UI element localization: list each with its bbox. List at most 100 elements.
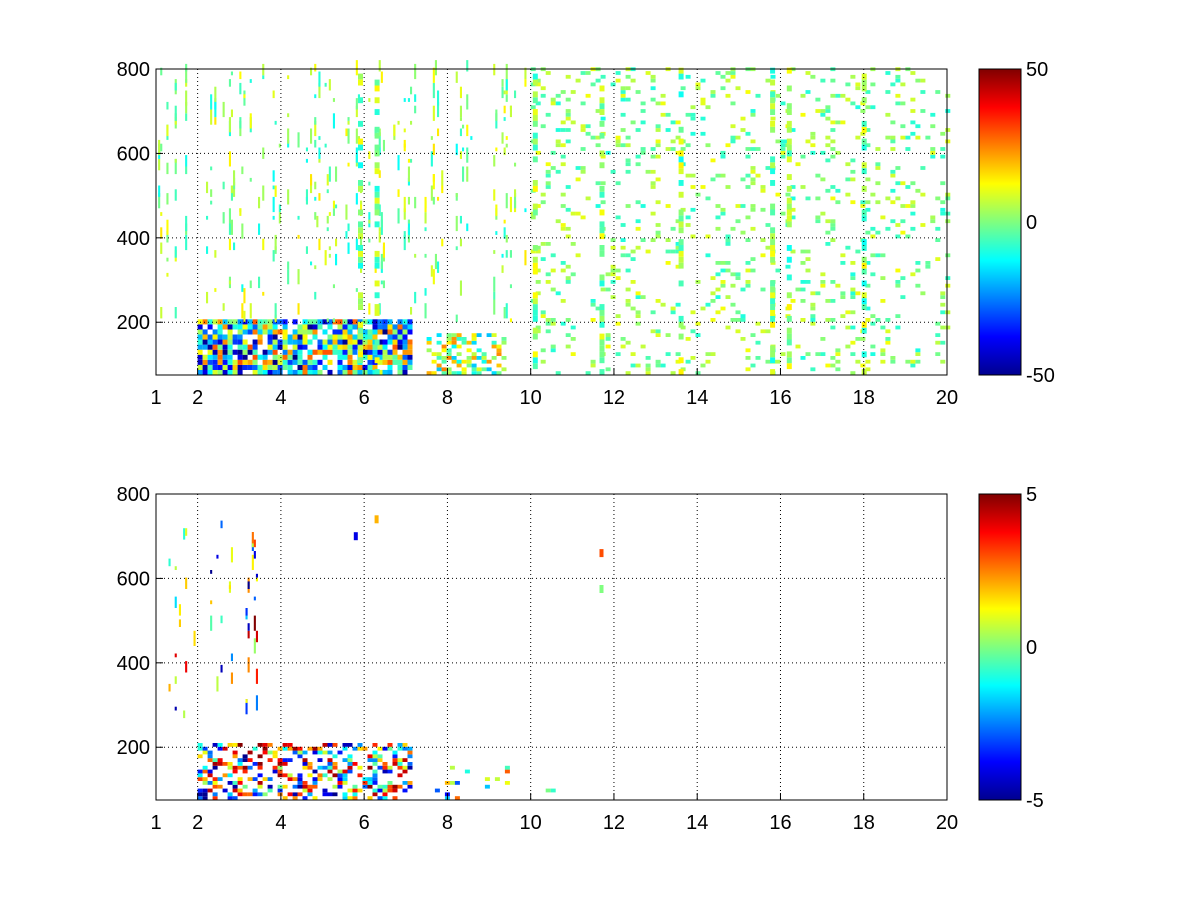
heatmap-cell bbox=[314, 117, 317, 125]
heatmap-cell bbox=[358, 97, 363, 104]
heatmap-cell bbox=[540, 200, 546, 205]
heatmap-cell bbox=[272, 359, 278, 365]
heatmap-cell bbox=[599, 274, 605, 281]
heatmap-cell bbox=[217, 344, 223, 350]
heatmap-cell bbox=[282, 746, 288, 751]
heatmap-cell bbox=[247, 364, 253, 370]
heatmap-cell bbox=[166, 272, 169, 277]
heatmap-cell bbox=[446, 337, 452, 341]
heatmap-cell bbox=[786, 103, 792, 110]
heatmap-cell bbox=[665, 249, 671, 254]
heatmap-cell bbox=[890, 173, 896, 178]
heatmap-cell bbox=[940, 200, 946, 205]
heatmap-cell bbox=[278, 204, 281, 213]
heatmap-cell bbox=[314, 291, 317, 300]
heatmap-cell bbox=[860, 200, 866, 205]
heatmap-cell bbox=[274, 185, 277, 197]
heatmap-cell bbox=[570, 90, 576, 94]
heatmap-cell bbox=[397, 334, 403, 340]
heatmap-cell bbox=[243, 310, 246, 323]
heatmap-cell bbox=[332, 113, 335, 129]
heatmap-cell bbox=[870, 344, 876, 349]
heatmap-cell bbox=[830, 226, 836, 231]
heatmap-cell bbox=[302, 781, 308, 785]
heatmap-cell bbox=[860, 101, 866, 106]
heatmap-cell bbox=[800, 249, 806, 254]
heatmap-cell bbox=[815, 215, 821, 220]
heatmap-cell bbox=[501, 79, 504, 87]
heatmap-cell bbox=[372, 349, 378, 355]
heatmap-cell bbox=[207, 758, 213, 762]
heatmap-cell bbox=[690, 207, 696, 212]
heatmap-cell bbox=[880, 253, 886, 258]
heatmap-cell bbox=[332, 762, 338, 766]
heatmap-cell bbox=[202, 796, 208, 800]
x-tick-label: 10 bbox=[520, 812, 542, 834]
heatmap-cell bbox=[715, 310, 721, 315]
heatmap-cell bbox=[403, 139, 406, 148]
heatmap-cell bbox=[532, 185, 538, 192]
heatmap-cell bbox=[555, 371, 561, 375]
heatmap-cell bbox=[830, 363, 836, 368]
heatmap-cell bbox=[274, 234, 277, 251]
x-tick-label: 8 bbox=[442, 812, 453, 834]
heatmap-cell bbox=[740, 116, 746, 121]
heatmap-cell bbox=[297, 777, 303, 781]
heatmap-cell bbox=[755, 173, 761, 178]
heatmap-cell bbox=[493, 155, 496, 167]
heatmap-cell bbox=[835, 283, 841, 288]
heatmap-cell bbox=[770, 250, 776, 257]
heatmap-cell bbox=[545, 185, 551, 189]
heatmap-cell bbox=[402, 788, 408, 793]
heatmap-cell bbox=[925, 135, 931, 140]
heatmap-cell bbox=[312, 324, 318, 330]
heatmap-cell bbox=[625, 253, 631, 258]
heatmap-cell bbox=[342, 349, 348, 355]
heatmap-cell bbox=[890, 188, 896, 193]
heatmap-cell bbox=[710, 93, 716, 98]
heatmap-cell bbox=[855, 135, 861, 140]
heatmap-cell bbox=[166, 101, 169, 110]
heatmap-cell bbox=[915, 283, 921, 288]
x-tick-label: 4 bbox=[275, 387, 286, 409]
heatmap-cell bbox=[690, 116, 696, 121]
heatmap-cell bbox=[670, 371, 676, 375]
heatmap-cell bbox=[605, 333, 611, 337]
heatmap-cell bbox=[431, 352, 437, 356]
heatmap-cell bbox=[599, 369, 605, 375]
heatmap-cell bbox=[820, 109, 826, 113]
heatmap-cell bbox=[850, 169, 856, 174]
heatmap-cell bbox=[545, 242, 551, 246]
heatmap-cell bbox=[352, 319, 358, 325]
heatmap-cell bbox=[382, 369, 388, 375]
heatmap-cell bbox=[585, 196, 591, 201]
heatmap-cell bbox=[820, 280, 826, 284]
heatmap-cell bbox=[700, 97, 706, 102]
heatmap-cell bbox=[685, 112, 691, 117]
heatmap-cell bbox=[880, 348, 886, 353]
heatmap-cell bbox=[322, 765, 328, 770]
heatmap-cell bbox=[786, 363, 792, 370]
heatmap-cell bbox=[599, 233, 605, 240]
heatmap-cell bbox=[207, 354, 213, 360]
heatmap-cell bbox=[355, 128, 358, 144]
heatmap-cell bbox=[645, 371, 651, 375]
heatmap-cell bbox=[850, 158, 856, 163]
heatmap-cell bbox=[262, 369, 268, 375]
heatmap-cell bbox=[456, 337, 462, 341]
heatmap-cell bbox=[655, 200, 661, 205]
heatmap-cell bbox=[925, 261, 931, 265]
heatmap-cell bbox=[830, 154, 836, 159]
heatmap-cell bbox=[770, 292, 776, 299]
heatmap-cell bbox=[532, 138, 538, 145]
heatmap-cell bbox=[327, 319, 333, 325]
heatmap-cell bbox=[253, 615, 256, 631]
heatmap-cell bbox=[471, 340, 477, 345]
heatmap-cell bbox=[368, 181, 371, 186]
heatmap-cell bbox=[414, 94, 417, 102]
heatmap-cell bbox=[227, 339, 233, 345]
heatmap-cell bbox=[630, 280, 636, 284]
heatmap-cell bbox=[470, 136, 473, 140]
heatmap-cell bbox=[222, 746, 228, 751]
heatmap-cell bbox=[590, 82, 596, 87]
